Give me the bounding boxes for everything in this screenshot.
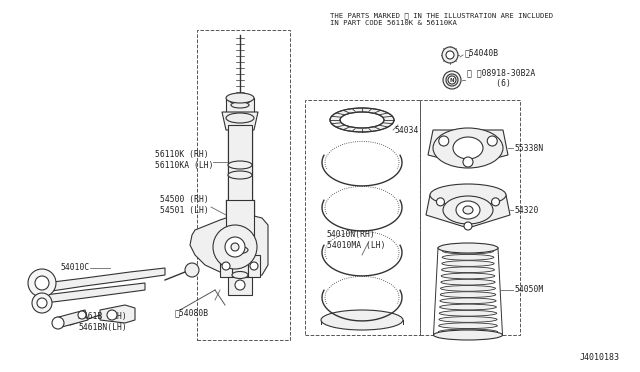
Circle shape	[436, 198, 444, 206]
Polygon shape	[190, 215, 268, 278]
Ellipse shape	[442, 267, 495, 273]
Circle shape	[463, 157, 473, 167]
Ellipse shape	[440, 298, 496, 304]
Text: 5461B (RH)
5461BN(LH): 5461B (RH) 5461BN(LH)	[78, 312, 127, 332]
Bar	[226, 98, 254, 118]
Text: ※ ⓝ08918-30B2A
      (6): ※ ⓝ08918-30B2A (6)	[467, 68, 535, 88]
Text: ※54040B: ※54040B	[465, 48, 499, 58]
Ellipse shape	[340, 112, 384, 128]
Text: N: N	[450, 77, 454, 83]
Ellipse shape	[321, 310, 403, 330]
Circle shape	[439, 136, 449, 146]
Text: 54320: 54320	[515, 205, 540, 215]
Text: 54034: 54034	[395, 125, 419, 135]
Polygon shape	[428, 130, 508, 165]
Circle shape	[213, 225, 257, 269]
Circle shape	[446, 51, 454, 59]
Circle shape	[28, 269, 56, 297]
Text: 54050M: 54050M	[515, 285, 544, 295]
Bar	[232, 250, 248, 275]
Bar	[420, 100, 520, 335]
Ellipse shape	[438, 329, 498, 335]
Ellipse shape	[453, 137, 483, 159]
Ellipse shape	[463, 206, 473, 214]
Text: 54010C: 54010C	[60, 263, 89, 273]
Ellipse shape	[440, 304, 497, 310]
Polygon shape	[45, 283, 145, 303]
Ellipse shape	[433, 128, 503, 168]
Text: ※54080B: ※54080B	[175, 308, 209, 317]
Circle shape	[35, 276, 49, 290]
Circle shape	[37, 298, 47, 308]
Circle shape	[250, 262, 258, 270]
Bar	[305, 100, 420, 335]
Circle shape	[443, 71, 461, 89]
Text: 55338N: 55338N	[515, 144, 544, 153]
Ellipse shape	[438, 243, 498, 253]
Circle shape	[52, 317, 64, 329]
Circle shape	[492, 198, 500, 206]
Circle shape	[231, 243, 239, 251]
Text: 54010N(RH)
54010MA (LH): 54010N(RH) 54010MA (LH)	[327, 230, 385, 250]
Circle shape	[448, 76, 456, 84]
Ellipse shape	[433, 330, 502, 340]
Text: 54500 (RH)
54501 (LH): 54500 (RH) 54501 (LH)	[160, 195, 209, 215]
Ellipse shape	[440, 292, 496, 298]
Ellipse shape	[226, 93, 254, 103]
Polygon shape	[55, 310, 88, 328]
Circle shape	[222, 262, 230, 270]
Polygon shape	[222, 112, 258, 130]
Ellipse shape	[231, 102, 249, 108]
Text: 56110K (RH)
56110KA (LH): 56110K (RH) 56110KA (LH)	[155, 150, 214, 170]
Circle shape	[235, 280, 245, 290]
Ellipse shape	[228, 161, 252, 169]
Ellipse shape	[441, 279, 495, 285]
Text: J4010183: J4010183	[580, 353, 620, 362]
Ellipse shape	[443, 196, 493, 224]
Ellipse shape	[430, 184, 506, 206]
Ellipse shape	[442, 254, 494, 260]
Ellipse shape	[440, 286, 495, 291]
Ellipse shape	[232, 272, 248, 279]
Bar	[220, 255, 232, 277]
Ellipse shape	[330, 108, 394, 132]
Circle shape	[107, 310, 117, 320]
Circle shape	[464, 222, 472, 230]
Ellipse shape	[439, 317, 497, 322]
Ellipse shape	[438, 323, 497, 328]
Circle shape	[442, 47, 458, 63]
Text: THE PARTS MARKED ※ IN THE ILLUSTRATION ARE INCLUDED
IN PART CODE 56110K & 56110K: THE PARTS MARKED ※ IN THE ILLUSTRATION A…	[330, 12, 553, 26]
Ellipse shape	[232, 247, 248, 253]
Ellipse shape	[442, 261, 494, 266]
Ellipse shape	[226, 113, 254, 123]
Ellipse shape	[441, 273, 495, 279]
Circle shape	[225, 237, 245, 257]
Bar	[228, 125, 252, 235]
Ellipse shape	[439, 310, 497, 316]
Polygon shape	[45, 268, 165, 292]
Bar	[197, 30, 290, 340]
Ellipse shape	[442, 248, 493, 254]
Ellipse shape	[456, 201, 480, 219]
Ellipse shape	[228, 171, 252, 179]
Ellipse shape	[229, 96, 251, 104]
Polygon shape	[100, 305, 135, 323]
Polygon shape	[426, 195, 510, 228]
Circle shape	[78, 311, 86, 319]
Bar	[228, 277, 252, 295]
Bar	[248, 255, 260, 277]
Circle shape	[32, 293, 52, 313]
Circle shape	[185, 263, 199, 277]
Bar	[226, 200, 254, 255]
Circle shape	[487, 136, 497, 146]
